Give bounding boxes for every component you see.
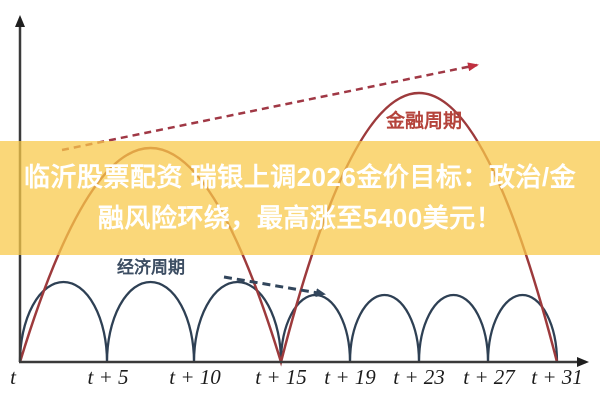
headline-line-2: 融风险环绕，最高涨至5400美元！ <box>97 203 503 233</box>
headline-line-1: 临沂股票配资 瑞银上调2026金价目标：政治/金 <box>23 162 577 192</box>
tick-t19: t + 19 <box>324 365 376 389</box>
tick-t27: t + 27 <box>463 365 516 389</box>
economic-peaks-arrow <box>223 275 326 298</box>
tick-t31: t + 31 <box>531 365 583 389</box>
tick-t: t <box>10 365 17 389</box>
economic-cycle-curve <box>18 280 559 363</box>
headline-banner: 临沂股票配资 瑞银上调2026金价目标：政治/金 融风险环绕，最高涨至5400美… <box>0 141 600 255</box>
tick-t15: t + 15 <box>255 365 307 389</box>
tick-t5: t + 5 <box>87 365 128 389</box>
tick-t23: t + 23 <box>393 365 445 389</box>
financial-cycle-label: 金融周期 <box>385 109 462 132</box>
economic-cycle-label: 经济周期 <box>117 257 185 277</box>
tick-t10: t + 10 <box>169 365 221 389</box>
financial-trend-arrow <box>61 62 479 152</box>
